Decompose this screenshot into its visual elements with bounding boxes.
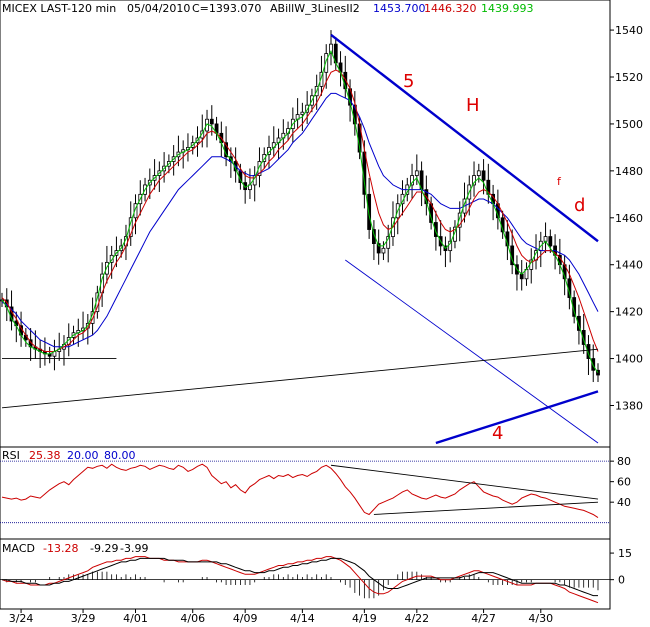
x-tick-label: 3/29	[71, 612, 96, 625]
price-y-tick-label: 1420	[615, 306, 643, 319]
trendline-resistance	[330, 33, 599, 243]
ma-line	[1, 50, 599, 373]
candle-body	[577, 315, 581, 331]
candle-body	[410, 175, 414, 186]
macd-line	[1, 556, 599, 604]
label-4: 4	[492, 423, 503, 444]
x-tick-label: 3/24	[9, 612, 34, 625]
x-tick-label: 4/19	[352, 612, 377, 625]
header-ma-blue: 1453.700	[373, 2, 426, 15]
candle-body	[519, 273, 524, 280]
candle-body	[457, 212, 462, 228]
header-date: 05/04/2010	[127, 2, 190, 15]
price-y-tick-label: 1500	[615, 118, 643, 131]
candle-body	[381, 247, 386, 254]
macd-panel-frame	[0, 538, 611, 610]
candle-body	[581, 330, 586, 345]
candle-body	[596, 369, 600, 376]
rsi-y-tick-label: 60	[617, 476, 631, 489]
x-tick-label: 4/22	[404, 612, 429, 625]
candle-body	[448, 240, 453, 252]
candle-body	[109, 254, 114, 263]
candle-body	[433, 222, 438, 237]
candle-body	[481, 170, 486, 181]
price-y-tick-label: 1480	[615, 165, 643, 178]
x-tick-label: 4/30	[528, 612, 553, 625]
trendline-channel	[345, 259, 599, 444]
macd-y-tick-label: 15	[618, 547, 632, 560]
candle-body	[324, 53, 329, 73]
candle-body	[543, 236, 548, 242]
candle-body	[200, 130, 205, 139]
candle-body	[414, 170, 419, 176]
rsi-level-high: 80.00	[104, 449, 136, 462]
macd-value-3: -3.99	[120, 542, 148, 555]
candle-body	[300, 111, 305, 115]
ma-line	[1, 92, 599, 348]
candle-body	[319, 71, 324, 87]
header-ma-red: 1446.320	[424, 2, 477, 15]
macd-y-tick-label: 0	[618, 574, 625, 587]
x-tick-label: 4/09	[233, 612, 258, 625]
candle-body	[305, 104, 310, 113]
rsi-trendline-upper	[330, 464, 599, 500]
header-ma-green: 1439.993	[481, 2, 534, 15]
candle-body	[386, 236, 391, 249]
macd-line	[2, 557, 598, 597]
candle-body	[262, 154, 267, 162]
x-tick-label: 4/06	[180, 612, 205, 625]
price-y-tick-label: 1460	[615, 212, 643, 225]
x-tick-label: 4/14	[290, 612, 315, 625]
macd-value-2: -9.29	[90, 542, 118, 555]
price-panel-frame	[0, 0, 611, 448]
rsi-panel-frame	[0, 446, 611, 540]
candle-body	[472, 175, 476, 186]
candle-body	[209, 118, 214, 125]
ma-line	[1, 69, 599, 352]
rsi-title: RSI	[2, 449, 20, 462]
header-symbol: MICEX LAST-120 min	[2, 2, 116, 15]
candle-body	[586, 344, 591, 359]
price-y-tick-label: 1440	[615, 259, 643, 272]
trendline-4	[435, 390, 599, 445]
candle-body	[257, 161, 262, 176]
header-close: C=1393.070	[192, 2, 261, 15]
rsi-value: 25.38	[29, 449, 61, 462]
rsi-line	[1, 463, 599, 519]
candle-body	[376, 243, 381, 254]
price-y-tick-label: 1400	[615, 353, 643, 366]
rsi-level-low: 20.00	[67, 449, 99, 462]
x-tick-label: 4/01	[123, 612, 148, 625]
rsi-y-tick-label: 80	[617, 455, 631, 468]
macd-title: MACD	[2, 542, 35, 555]
candle-body	[329, 43, 333, 54]
candle-body	[133, 203, 138, 219]
candle-body	[453, 226, 457, 242]
x-tick-label: 4/27	[471, 612, 496, 625]
label-d: d	[574, 195, 585, 216]
price-y-tick-label: 1520	[615, 71, 643, 84]
trendline-support	[1, 348, 599, 409]
label-H: H	[466, 95, 480, 116]
label-f: f	[557, 175, 562, 188]
price-y-tick-label: 1380	[615, 399, 643, 412]
candle-body	[476, 170, 481, 176]
macd-value-1: -13.28	[43, 542, 78, 555]
rsi-trendline-lower	[373, 501, 599, 515]
candle-body	[548, 236, 553, 247]
candle-body	[367, 193, 372, 230]
rsi-y-tick-label: 40	[617, 496, 631, 509]
label-5: 5	[403, 71, 414, 92]
price-y-tick-label: 1540	[615, 24, 643, 37]
header-indicator: ABillW_3LinesII2	[270, 2, 360, 15]
